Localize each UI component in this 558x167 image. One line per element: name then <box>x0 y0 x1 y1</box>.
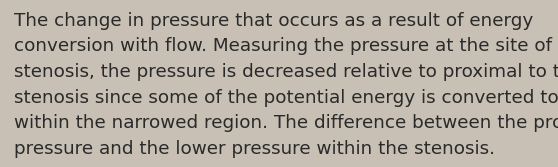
Text: The change in pressure that occurs as a result of energy
conversion with flow. M: The change in pressure that occurs as a … <box>14 12 558 158</box>
